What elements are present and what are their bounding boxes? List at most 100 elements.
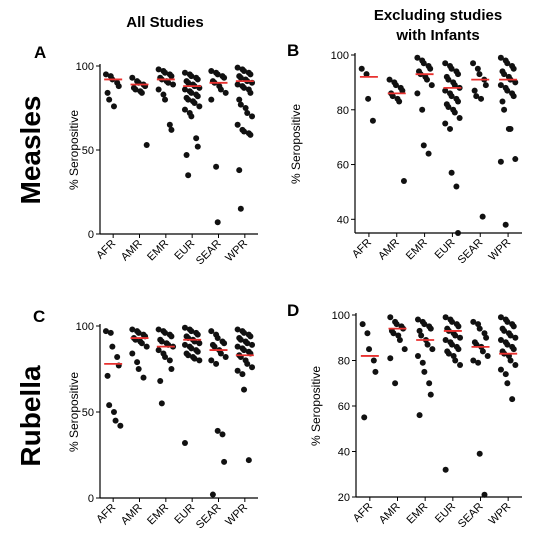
data-point <box>416 412 423 419</box>
data-point <box>497 54 504 61</box>
data-point <box>414 352 421 359</box>
data-point <box>478 95 485 102</box>
y-tick-label: 100 <box>76 61 94 73</box>
data-point <box>138 340 145 347</box>
data-point <box>448 65 455 72</box>
data-point <box>416 327 423 334</box>
data-point <box>389 93 396 100</box>
data-point <box>512 156 519 163</box>
data-point <box>166 121 173 128</box>
data-point <box>392 380 399 387</box>
data-point <box>247 131 254 138</box>
data-point <box>504 318 511 325</box>
data-point <box>155 86 162 93</box>
y-tick-label: 60 <box>338 401 350 413</box>
data-point <box>504 380 511 387</box>
data-point <box>185 79 192 86</box>
data-point <box>364 330 371 337</box>
data-point <box>160 91 167 98</box>
data-point <box>244 110 251 117</box>
data-point <box>476 450 483 457</box>
data-point <box>497 82 504 89</box>
data-point <box>501 327 508 334</box>
data-point <box>497 158 504 165</box>
data-point <box>361 414 368 421</box>
data-point <box>239 371 246 378</box>
panel-b: B % Seropositive 40 60 80 100 AFR AMR EMR EURSEAR… <box>287 41 522 266</box>
x-tick-label-sear: SEAR <box>456 237 486 267</box>
data-point <box>143 343 150 350</box>
data-point <box>507 125 514 132</box>
data-point <box>420 60 427 67</box>
data-point <box>387 314 394 321</box>
data-point <box>249 113 256 120</box>
data-point <box>442 337 449 344</box>
x-tick-label-amr: AMR <box>376 237 402 263</box>
data-point <box>510 93 517 100</box>
panel-d: D % Seropositive 20 40 60 80 100 AFR AMR EMR EURSE… <box>287 301 522 530</box>
y-tick-label: 0 <box>88 493 94 505</box>
data-point <box>165 79 172 86</box>
x-tick-label-wpr: WPR <box>223 502 250 529</box>
data-point <box>209 491 216 498</box>
data-point <box>479 213 486 220</box>
data-point <box>196 340 203 347</box>
data-point <box>247 333 254 340</box>
data-point <box>471 87 478 94</box>
data-point <box>475 321 482 328</box>
data-point <box>395 332 402 339</box>
y-tick-label: 20 <box>338 492 350 504</box>
data-point <box>425 150 432 157</box>
data-point <box>188 328 195 335</box>
data-point <box>208 328 215 335</box>
data-point <box>188 113 195 120</box>
data-point <box>427 65 434 72</box>
data-point <box>476 325 483 332</box>
data-point <box>110 103 117 110</box>
data-point <box>236 167 243 174</box>
data-point <box>449 318 456 325</box>
data-point <box>365 95 372 102</box>
data-point <box>234 343 241 350</box>
data-point <box>112 417 119 424</box>
data-point <box>396 98 403 105</box>
column-title-excluding-line2: with Infants <box>395 27 479 44</box>
data-point <box>244 340 251 347</box>
data-point <box>396 337 403 344</box>
x-tick-label-amr: AMR <box>119 238 145 264</box>
y-axis-label: % Seropositive <box>67 110 81 190</box>
data-point <box>507 357 514 364</box>
data-point <box>499 98 506 105</box>
data-point <box>211 343 218 350</box>
data-point <box>419 359 426 366</box>
data-point <box>129 350 136 357</box>
x-tick-label-emr: EMR <box>145 502 171 528</box>
x-tick-label-eur: EUR <box>433 501 458 526</box>
x-tick-label-afr: AFR <box>351 501 375 525</box>
data-point <box>129 326 136 333</box>
data-point <box>418 332 425 339</box>
data-point <box>219 431 226 438</box>
data-point <box>387 355 394 362</box>
data-point <box>155 66 162 73</box>
data-point <box>414 54 421 61</box>
data-point <box>134 359 141 366</box>
data-point <box>419 106 426 113</box>
data-point <box>117 422 124 429</box>
data-point <box>501 106 508 113</box>
data-point <box>510 65 517 72</box>
data-point <box>414 90 421 97</box>
data-point <box>482 82 489 89</box>
data-point <box>241 329 248 336</box>
data-point <box>369 117 376 124</box>
data-point <box>181 86 188 93</box>
data-point <box>168 333 175 340</box>
data-point <box>475 359 482 366</box>
data-point <box>168 366 175 372</box>
panel-letter: D <box>287 301 299 320</box>
data-point <box>234 326 241 333</box>
